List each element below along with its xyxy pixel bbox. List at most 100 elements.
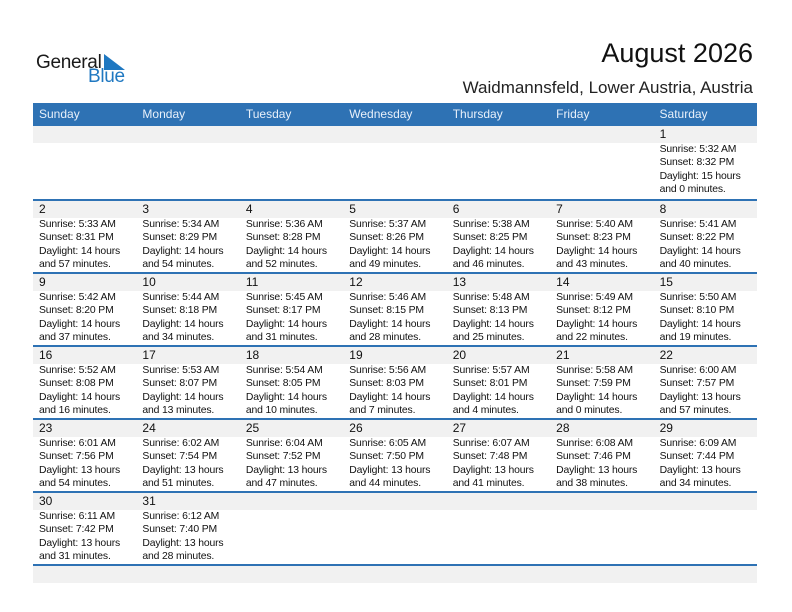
- sunset-text: Sunset: 7:50 PM: [349, 451, 424, 463]
- day-number: 23: [39, 421, 53, 435]
- day-cell: 10 Sunrise: 5:44 AM Sunset: 8:18 PM Dayligh…: [136, 274, 239, 345]
- daylight-text: Daylight: 14 hours: [245, 391, 327, 403]
- daylight-text: Daylight: 14 hours: [452, 318, 534, 330]
- day-number: 7: [556, 202, 563, 216]
- sunset-text: Sunset: 7:42 PM: [39, 524, 114, 536]
- weekday-friday: Friday: [556, 107, 590, 121]
- date-strip: [33, 347, 757, 364]
- weekday-thursday: Thursday: [452, 107, 503, 121]
- sunset-text: Sunset: 8:22 PM: [659, 232, 735, 244]
- day-cell: 18 Sunrise: 5:54 AM Sunset: 8:05 PM Dayligh…: [240, 347, 343, 418]
- day-number: 4: [245, 202, 253, 216]
- day-number: 8: [659, 202, 667, 216]
- sunrise-text: Sunrise: 6:02 AM: [142, 438, 220, 449]
- day-number: 9: [39, 275, 46, 289]
- daylight-text: Daylight: 14 hours: [39, 391, 121, 403]
- sunrise-text: Sunrise: 6:09 AM: [659, 438, 737, 449]
- day-cell: 4 Sunrise: 5:36 AM Sunset: 8:28 PM Daylight…: [240, 201, 343, 272]
- calendar-week: 23 Sunrise: 6:01 AM Sunset: 7:56 PM Dayligh…: [33, 418, 757, 491]
- sunrise-text: Sunrise: 5:32 AM: [659, 144, 737, 155]
- sunrise-text: Sunrise: 5:42 AM: [39, 292, 116, 303]
- day-number: 13: [452, 275, 467, 289]
- daylight-minutes-text: and 44 minutes.: [349, 478, 421, 490]
- daylight-minutes-text: and 0 minutes.: [659, 184, 726, 196]
- daylight-text: Daylight: 14 hours: [556, 391, 638, 403]
- daylight-minutes-text: and 7 minutes.: [349, 405, 416, 417]
- sunrise-text: Sunrise: 5:34 AM: [142, 219, 220, 230]
- sunset-text: Sunset: 7:48 PM: [452, 451, 528, 463]
- daylight-text: Daylight: 14 hours: [142, 318, 224, 330]
- calendar-weeks: 1 Sunrise: 5:32 AM Sunset: 8:32 PM Daylight…: [33, 126, 757, 583]
- day-number: 16: [39, 348, 53, 362]
- sunset-text: Sunset: 8:05 PM: [245, 378, 321, 390]
- daylight-text: Daylight: 14 hours: [349, 245, 431, 257]
- day-cell: 6 Sunrise: 5:38 AM Sunset: 8:25 PM Daylight…: [447, 201, 550, 272]
- day-cell: 22 Sunrise: 6:00 AM Sunset: 7:57 PM Dayligh…: [654, 347, 757, 418]
- day-cell: 20 Sunrise: 5:57 AM Sunset: 8:01 PM Dayligh…: [447, 347, 550, 418]
- daylight-minutes-text: and 16 minutes.: [39, 405, 111, 417]
- sunset-text: Sunset: 8:01 PM: [452, 378, 528, 390]
- date-strip: [33, 126, 757, 143]
- sunrise-text: Sunrise: 6:07 AM: [452, 438, 530, 449]
- date-strip: [33, 420, 757, 437]
- calendar-week: 1 Sunrise: 5:32 AM Sunset: 8:32 PM Daylight…: [33, 126, 757, 199]
- location-subtitle: Waidmannsfeld, Lower Austria, Austria: [462, 78, 753, 97]
- daylight-text: Daylight: 14 hours: [349, 318, 431, 330]
- day-cell: 24 Sunrise: 6:02 AM Sunset: 7:54 PM Dayligh…: [136, 420, 239, 491]
- daylight-text: Daylight: 14 hours: [659, 245, 741, 257]
- calendar: Sunday Monday Tuesday Wednesday Thursday…: [33, 103, 757, 583]
- weekday-tuesday: Tuesday: [245, 107, 292, 121]
- day-cell: 29 Sunrise: 6:09 AM Sunset: 7:44 PM Dayligh…: [654, 420, 757, 491]
- sunrise-text: Sunrise: 5:38 AM: [452, 219, 530, 230]
- logo-text-general: General: [36, 52, 102, 73]
- sunrise-text: Sunrise: 6:12 AM: [142, 511, 220, 522]
- sunset-text: Sunset: 8:08 PM: [39, 378, 114, 390]
- daylight-minutes-text: and 43 minutes.: [556, 259, 628, 271]
- daylight-minutes-text: and 52 minutes.: [245, 259, 318, 271]
- daylight-text: Daylight: 13 hours: [556, 464, 638, 476]
- daylight-text: Daylight: 13 hours: [39, 464, 121, 476]
- day-cell: 31 Sunrise: 6:12 AM Sunset: 7:40 PM Dayligh…: [136, 493, 239, 564]
- day-number: 19: [349, 348, 363, 362]
- sunrise-text: Sunrise: 5:57 AM: [452, 365, 530, 376]
- sunrise-text: Sunrise: 5:54 AM: [245, 365, 323, 376]
- weekday-monday: Monday: [142, 107, 186, 121]
- daylight-text: Daylight: 13 hours: [142, 464, 224, 476]
- daylight-minutes-text: and 28 minutes.: [349, 332, 421, 344]
- day-cell: 12 Sunrise: 5:46 AM Sunset: 8:15 PM Dayligh…: [343, 274, 446, 345]
- day-number: 11: [245, 275, 259, 289]
- daylight-text: Daylight: 13 hours: [39, 537, 121, 549]
- day-cell: 30 Sunrise: 6:11 AM Sunset: 7:42 PM Dayligh…: [33, 493, 136, 564]
- day-number: 3: [142, 202, 150, 216]
- day-cell: 5 Sunrise: 5:37 AM Sunset: 8:26 PM Daylight…: [343, 201, 446, 272]
- day-number: 20: [452, 348, 467, 362]
- calendar-week: 16 Sunrise: 5:52 AM Sunset: 8:08 PM Dayligh…: [33, 345, 757, 418]
- sunrise-text: Sunrise: 5:48 AM: [452, 292, 530, 303]
- day-number: 2: [39, 202, 46, 216]
- daylight-minutes-text: and 38 minutes.: [556, 478, 628, 490]
- sunrise-text: Sunrise: 6:00 AM: [659, 365, 737, 376]
- sunrise-text: Sunrise: 5:58 AM: [556, 365, 633, 376]
- daylight-minutes-text: and 40 minutes.: [659, 259, 732, 271]
- day-cell: 16 Sunrise: 5:52 AM Sunset: 8:08 PM Dayligh…: [33, 347, 136, 418]
- day-number: 1: [659, 127, 667, 141]
- day-number: 22: [659, 348, 673, 362]
- date-strip: [33, 566, 757, 583]
- daylight-text: Daylight: 14 hours: [245, 318, 327, 330]
- weekday-sunday: Sunday: [39, 107, 80, 121]
- sunset-text: Sunset: 8:28 PM: [245, 232, 321, 244]
- day-cell: 1 Sunrise: 5:32 AM Sunset: 8:32 PM Daylight…: [654, 126, 757, 197]
- sunrise-text: Sunrise: 5:37 AM: [349, 219, 427, 230]
- sunset-text: Sunset: 7:46 PM: [556, 451, 631, 463]
- daylight-minutes-text: and 34 minutes.: [659, 478, 732, 490]
- sunrise-text: Sunrise: 5:49 AM: [556, 292, 633, 303]
- day-number: 6: [452, 202, 460, 216]
- day-cell: 8 Sunrise: 5:41 AM Sunset: 8:22 PM Daylight…: [654, 201, 757, 272]
- daylight-text: Daylight: 13 hours: [659, 391, 741, 403]
- day-cell: 7 Sunrise: 5:40 AM Sunset: 8:23 PM Daylight…: [550, 201, 653, 272]
- sunrise-text: Sunrise: 5:40 AM: [556, 219, 633, 230]
- day-number: 29: [659, 421, 673, 435]
- daylight-minutes-text: and 37 minutes.: [39, 332, 111, 344]
- day-cell: 2 Sunrise: 5:33 AM Sunset: 8:31 PM Daylight…: [33, 201, 136, 272]
- sunset-text: Sunset: 8:03 PM: [349, 378, 424, 390]
